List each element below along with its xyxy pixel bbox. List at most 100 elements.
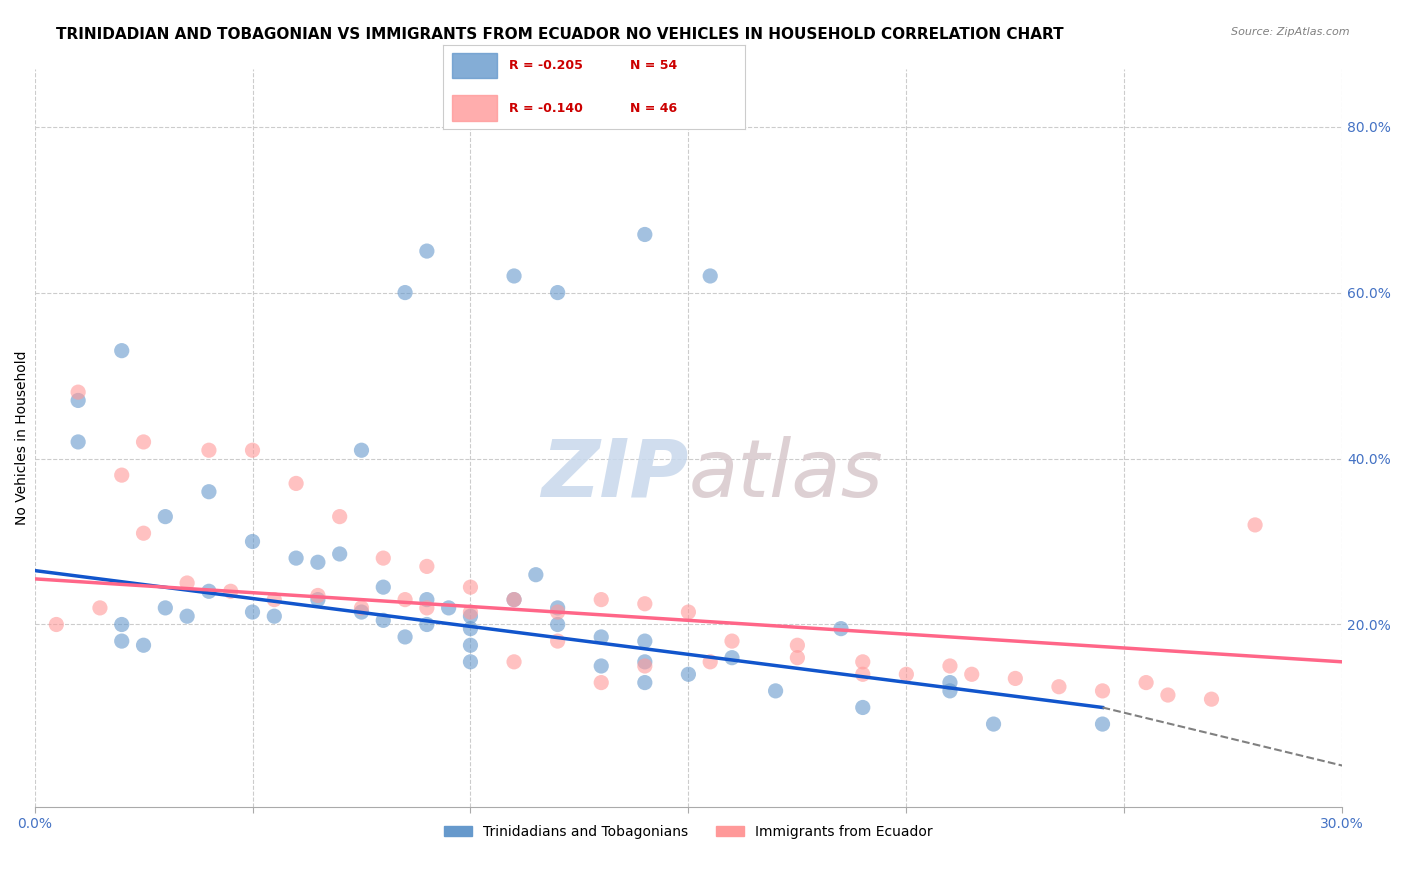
Point — [634, 675, 657, 690]
Point — [416, 617, 439, 632]
Point — [394, 630, 416, 644]
Point — [852, 700, 875, 714]
Point — [373, 551, 395, 566]
Point — [786, 650, 808, 665]
Point — [1004, 672, 1026, 686]
Text: R = -0.205: R = -0.205 — [509, 59, 583, 72]
Point — [524, 567, 547, 582]
Point — [416, 559, 439, 574]
Point — [1091, 684, 1114, 698]
Point — [1135, 675, 1157, 690]
Point — [350, 601, 373, 615]
Point — [460, 609, 482, 624]
Point — [111, 617, 134, 632]
Point — [678, 605, 700, 619]
Point — [285, 551, 308, 566]
Point — [634, 659, 657, 673]
Point — [307, 592, 329, 607]
Point — [1244, 517, 1267, 532]
Point — [591, 592, 613, 607]
Point — [678, 667, 700, 681]
Point — [307, 555, 329, 569]
Point — [547, 634, 569, 648]
Point — [939, 684, 962, 698]
Point — [765, 684, 787, 698]
Point — [721, 650, 744, 665]
Point — [111, 634, 134, 648]
Point — [350, 443, 373, 458]
Point — [67, 385, 90, 400]
Point — [503, 268, 526, 283]
Point — [263, 592, 285, 607]
Point — [219, 584, 242, 599]
Point — [67, 393, 90, 408]
Point — [983, 717, 1005, 731]
Point — [786, 638, 808, 652]
Point — [111, 468, 134, 483]
Point — [198, 584, 221, 599]
Point — [67, 434, 90, 449]
Point — [830, 622, 852, 636]
Point — [155, 509, 177, 524]
Point — [1201, 692, 1223, 706]
Text: Source: ZipAtlas.com: Source: ZipAtlas.com — [1232, 27, 1350, 37]
Point — [416, 592, 439, 607]
Point — [242, 534, 264, 549]
Point — [721, 634, 744, 648]
Point — [1047, 680, 1070, 694]
Point — [939, 675, 962, 690]
Point — [634, 634, 657, 648]
Y-axis label: No Vehicles in Household: No Vehicles in Household — [15, 351, 30, 525]
Point — [1091, 717, 1114, 731]
Point — [132, 434, 155, 449]
Point — [329, 547, 352, 561]
Point — [460, 605, 482, 619]
Text: N = 46: N = 46 — [630, 102, 678, 115]
Point — [350, 605, 373, 619]
Point — [394, 285, 416, 300]
Point — [634, 655, 657, 669]
Point — [503, 592, 526, 607]
Point — [198, 443, 221, 458]
Point — [242, 605, 264, 619]
Point — [285, 476, 308, 491]
Bar — [451, 95, 498, 120]
Point — [263, 609, 285, 624]
Legend: Trinidadians and Tobagonians, Immigrants from Ecuador: Trinidadians and Tobagonians, Immigrants… — [439, 820, 938, 845]
Point — [852, 667, 875, 681]
Point — [373, 580, 395, 594]
Point — [699, 268, 721, 283]
Point — [547, 601, 569, 615]
Point — [307, 589, 329, 603]
Point — [416, 601, 439, 615]
Point — [155, 601, 177, 615]
Point — [939, 659, 962, 673]
Point — [634, 227, 657, 242]
Point — [460, 580, 482, 594]
Point — [503, 592, 526, 607]
Point — [198, 484, 221, 499]
Point — [460, 655, 482, 669]
Point — [547, 605, 569, 619]
Point — [132, 638, 155, 652]
Point — [896, 667, 918, 681]
Point — [634, 597, 657, 611]
Point — [394, 592, 416, 607]
Point — [437, 601, 460, 615]
Point — [591, 675, 613, 690]
Point — [547, 285, 569, 300]
Point — [547, 617, 569, 632]
Point — [460, 622, 482, 636]
Text: TRINIDADIAN AND TOBAGONIAN VS IMMIGRANTS FROM ECUADOR NO VEHICLES IN HOUSEHOLD C: TRINIDADIAN AND TOBAGONIAN VS IMMIGRANTS… — [56, 27, 1064, 42]
Point — [329, 509, 352, 524]
Point — [416, 244, 439, 258]
Point — [460, 638, 482, 652]
Point — [591, 659, 613, 673]
Text: atlas: atlas — [689, 435, 883, 514]
Point — [132, 526, 155, 541]
Point — [45, 617, 67, 632]
Bar — [451, 54, 498, 78]
Point — [852, 655, 875, 669]
Point — [89, 601, 111, 615]
Text: ZIP: ZIP — [541, 435, 689, 514]
